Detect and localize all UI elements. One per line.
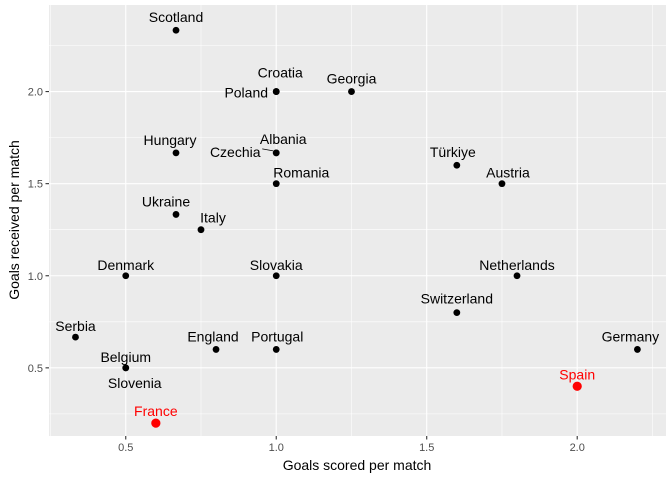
- y-axis: 0.5 1.0 1.5 2.0: [28, 87, 49, 375]
- label-germany: Germany: [602, 328, 660, 344]
- label-serbia: Serbia: [55, 318, 96, 334]
- point-netherlands: [513, 272, 521, 280]
- label-austria: Austria: [486, 165, 530, 181]
- point-italy: [197, 226, 205, 234]
- point-turkiye: [453, 161, 461, 169]
- point-georgia: [348, 88, 355, 95]
- label-albania: Albania: [260, 131, 307, 147]
- point-czechia: [272, 149, 280, 157]
- point-england: [212, 346, 220, 353]
- label-switzerland: Switzerland: [421, 291, 493, 307]
- point-poland: [272, 88, 280, 95]
- leader-line-czechia: [262, 148, 274, 152]
- minor-gridlines: [49, 5, 666, 436]
- x-tick-label: 0.5: [118, 442, 133, 454]
- label-leader-lines: [262, 148, 274, 152]
- point-france: [151, 418, 161, 428]
- label-england: England: [187, 328, 238, 344]
- label-slovenia: Slovenia: [108, 375, 162, 391]
- point-denmark: [122, 272, 130, 280]
- label-ukraine: Ukraine: [142, 193, 190, 209]
- point-slovenia: [122, 364, 130, 372]
- y-tick-label: 0.5: [28, 363, 43, 375]
- y-axis-title: Goals received per match: [6, 140, 22, 300]
- label-scotland: Scotland: [149, 9, 203, 25]
- label-georgia: Georgia: [327, 71, 377, 87]
- label-portugal: Portugal: [251, 328, 303, 344]
- point-switzerland: [453, 309, 461, 316]
- label-hungary: Hungary: [144, 132, 197, 148]
- x-tick-label: 1.5: [419, 442, 434, 454]
- label-france: France: [134, 403, 178, 419]
- panel-background: [49, 5, 666, 436]
- y-tick-label: 2.0: [28, 87, 43, 99]
- x-axis-title: Goals scored per match: [283, 457, 432, 473]
- x-axis: 0.5 1.0 1.5 2.0: [118, 436, 585, 454]
- data-points: [72, 26, 641, 428]
- label-denmark: Denmark: [97, 257, 155, 273]
- label-romania: Romania: [273, 165, 329, 181]
- x-tick-label: 1.0: [269, 442, 284, 454]
- point-austria: [498, 180, 506, 188]
- label-belgium: Belgium: [100, 349, 151, 365]
- label-spain: Spain: [559, 366, 595, 382]
- point-labels: Scotland Croatia Poland Georgia Hungary Alban…: [55, 9, 659, 419]
- point-scotland: [172, 26, 180, 34]
- y-tick-label: 1.0: [28, 271, 43, 283]
- x-tick-label: 2.0: [570, 442, 585, 454]
- label-slovakia: Slovakia: [250, 257, 303, 273]
- point-serbia: [72, 333, 79, 341]
- label-italy: Italy: [200, 210, 226, 226]
- point-ukraine: [172, 211, 180, 218]
- point-slovakia: [272, 272, 280, 280]
- point-hungary: [172, 149, 180, 157]
- label-turkiye: Türkiye: [430, 144, 476, 160]
- point-portugal: [272, 346, 280, 353]
- point-spain: [572, 381, 582, 391]
- label-croatia: Croatia: [258, 65, 303, 81]
- label-netherlands: Netherlands: [479, 257, 555, 273]
- y-tick-label: 1.5: [28, 179, 43, 191]
- point-germany: [634, 346, 641, 353]
- major-gridlines: [49, 5, 666, 436]
- label-czechia: Czechia: [210, 144, 261, 160]
- label-poland: Poland: [224, 85, 268, 101]
- point-romania: [272, 180, 280, 188]
